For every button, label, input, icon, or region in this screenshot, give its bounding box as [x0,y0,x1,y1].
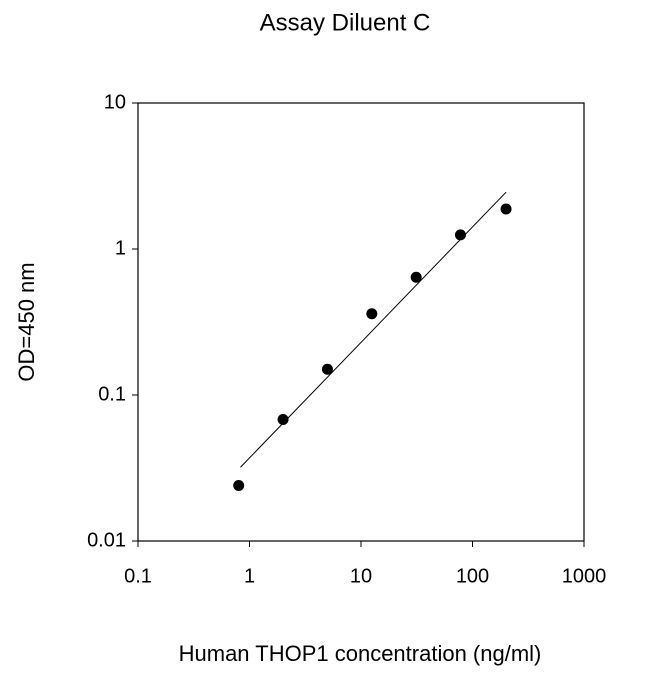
data-point [410,271,422,283]
x-tick-label: 0.1 [124,565,152,587]
data-point [500,203,512,215]
y-tick-label: 10 [104,91,126,113]
y-tick-label: 0.1 [98,383,126,405]
x-axis-label: Human THOP1 concentration (ng/ml) [179,641,542,666]
data-point [321,363,333,375]
y-tick-label: 0.01 [87,529,126,551]
data-point [277,413,289,425]
data-point [233,479,245,491]
y-axis-label: OD=450 nm [14,262,39,381]
x-tick-label: 10 [350,565,372,587]
plot-frame [137,102,585,542]
data-point [454,229,466,241]
data-point [366,308,378,320]
y-tick-label: 1 [115,237,126,259]
x-tick-label: 100 [456,565,489,587]
x-tick-label: 1000 [562,565,607,587]
x-tick-label: 1 [244,565,255,587]
fit-line [240,191,507,468]
chart-title: Assay Diluent C [260,9,431,36]
